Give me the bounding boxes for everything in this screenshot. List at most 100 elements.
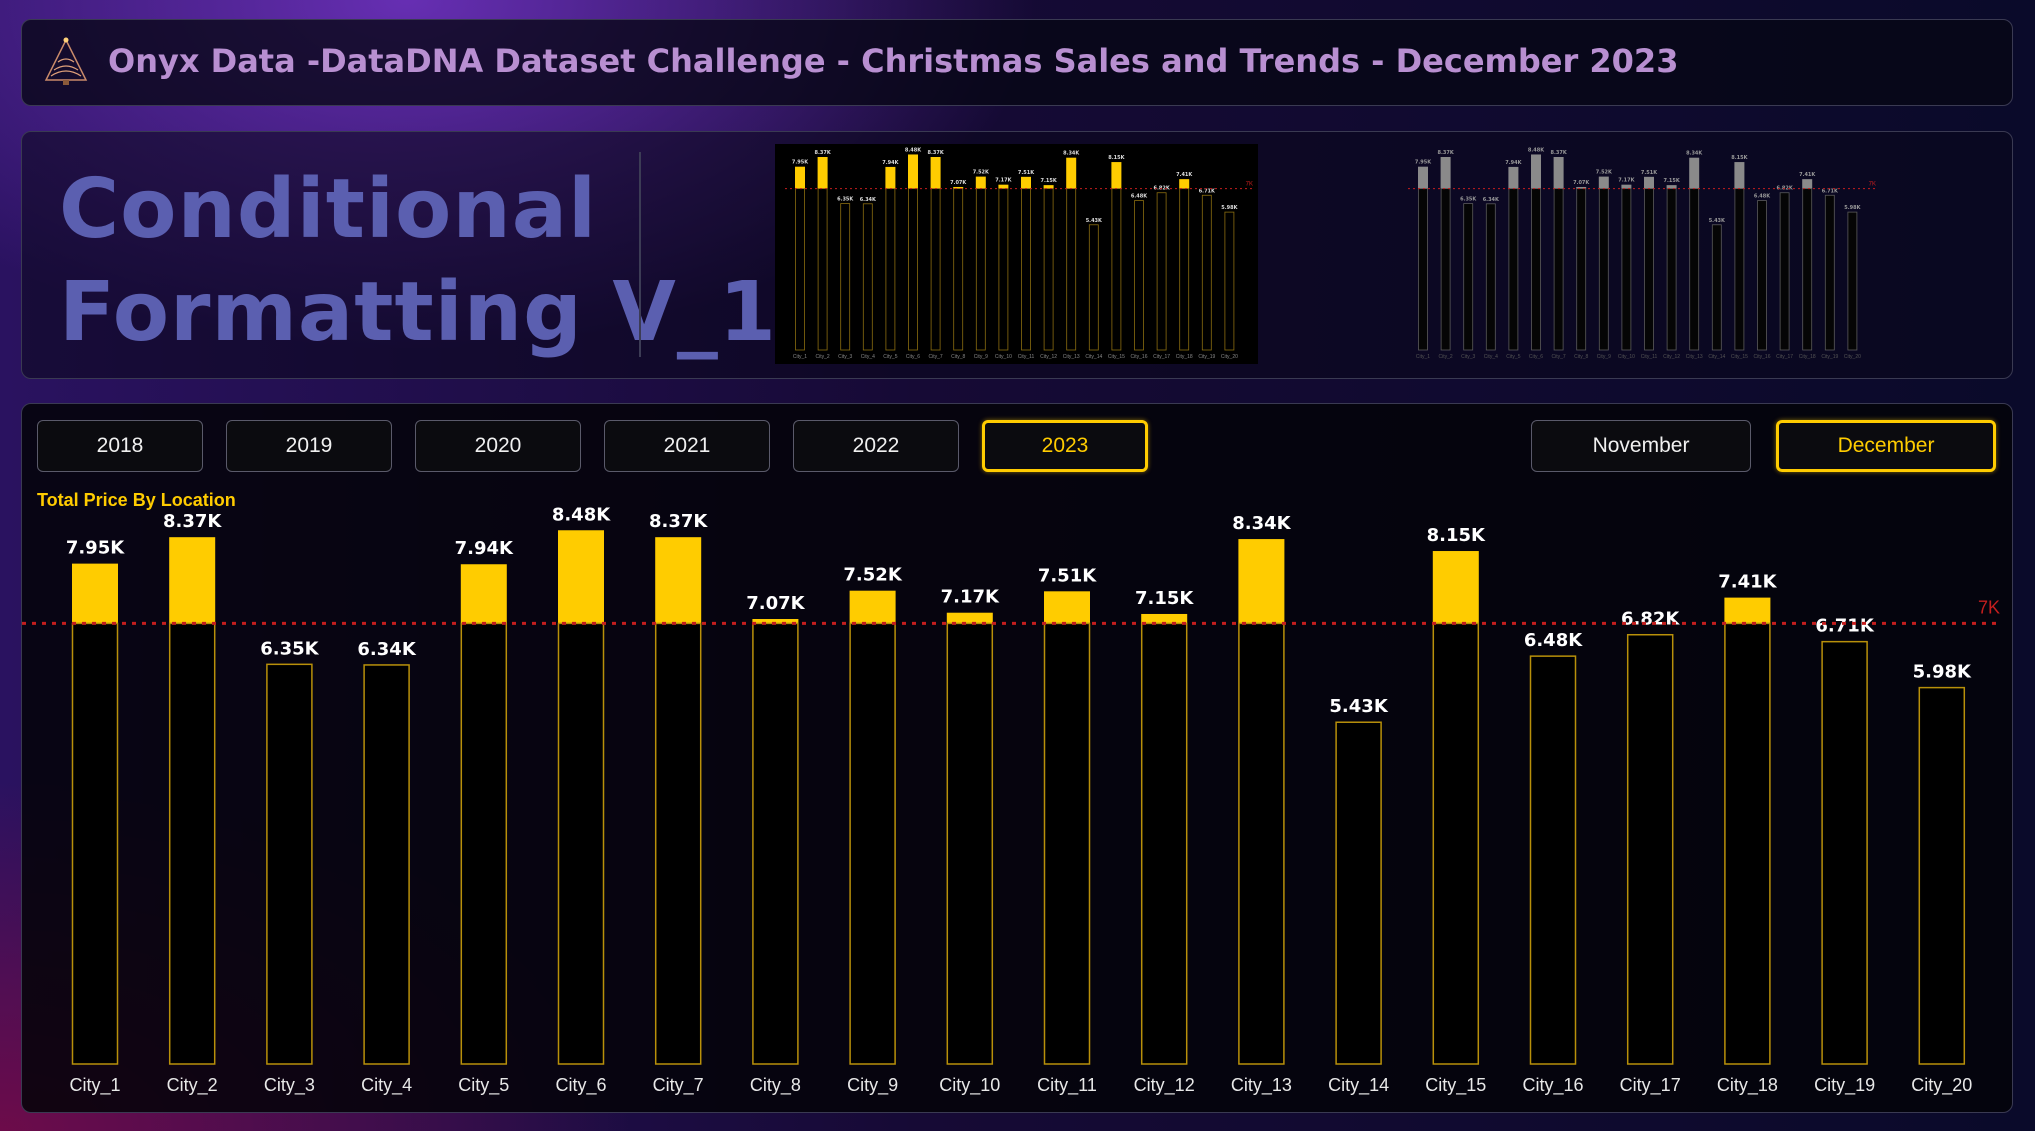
bar-above-threshold[interactable] — [1802, 179, 1813, 189]
bar-below-threshold[interactable] — [168, 622, 216, 1065]
bar[interactable] — [1485, 203, 1496, 351]
bar-above-threshold[interactable] — [1621, 184, 1632, 189]
bar-above-threshold[interactable] — [752, 619, 799, 624]
bar-below-threshold[interactable] — [946, 622, 994, 1065]
bar-above-threshold[interactable] — [817, 156, 828, 189]
bar-above-threshold[interactable] — [975, 176, 986, 189]
bar-below-threshold[interactable] — [1576, 188, 1587, 351]
bar-above-threshold[interactable] — [655, 537, 702, 624]
bar-above-threshold[interactable] — [1724, 597, 1771, 624]
bar-below-threshold[interactable] — [1066, 188, 1077, 351]
bar[interactable] — [862, 203, 873, 351]
bar[interactable] — [1918, 686, 1966, 1065]
bar-below-threshold[interactable] — [908, 188, 918, 351]
bar[interactable] — [1626, 633, 1674, 1065]
bar[interactable] — [1847, 211, 1858, 351]
bar-below-threshold[interactable] — [1666, 188, 1677, 351]
bar[interactable] — [1335, 721, 1382, 1065]
bar-below-threshold[interactable] — [71, 622, 119, 1065]
bar-below-threshold[interactable] — [998, 188, 1009, 351]
bar-below-threshold[interactable] — [1724, 622, 1771, 1065]
bar-above-threshold[interactable] — [1043, 185, 1054, 189]
year-button-2019[interactable]: 2019 — [226, 420, 392, 472]
bar-above-threshold[interactable] — [1666, 185, 1677, 189]
bar[interactable] — [840, 203, 851, 351]
bar-below-threshold[interactable] — [1043, 622, 1091, 1065]
bar-above-threshold[interactable] — [1418, 166, 1428, 189]
month-button-november[interactable]: November — [1531, 420, 1751, 472]
bar-below-threshold[interactable] — [1238, 622, 1285, 1065]
bar-above-threshold[interactable] — [1576, 186, 1587, 189]
bar-above-threshold[interactable] — [1066, 157, 1077, 189]
bar[interactable] — [1201, 194, 1212, 351]
bar[interactable] — [1711, 224, 1722, 351]
year-button-2021[interactable]: 2021 — [604, 420, 770, 472]
bar-below-threshold[interactable] — [1531, 188, 1541, 351]
bar[interactable] — [1224, 211, 1235, 351]
bar-below-threshold[interactable] — [817, 188, 828, 351]
bar-above-threshold[interactable] — [460, 564, 507, 624]
bar-above-threshold[interactable] — [1734, 162, 1745, 189]
bar-below-threshold[interactable] — [1021, 188, 1031, 351]
bar[interactable] — [266, 663, 313, 1065]
bar-above-threshold[interactable] — [908, 154, 918, 189]
bar-above-threshold[interactable] — [1111, 162, 1122, 189]
bar-below-threshold[interactable] — [1734, 188, 1745, 351]
bar-above-threshold[interactable] — [1044, 591, 1090, 624]
bar-below-threshold[interactable] — [1802, 188, 1813, 351]
bar-above-threshold[interactable] — [1141, 613, 1188, 624]
bar-below-threshold[interactable] — [1621, 188, 1632, 351]
bar-below-threshold[interactable] — [557, 622, 605, 1065]
bar-below-threshold[interactable] — [1418, 188, 1428, 351]
bar-below-threshold[interactable] — [1689, 188, 1700, 351]
bar-below-threshold[interactable] — [1598, 188, 1609, 351]
bar[interactable] — [1088, 224, 1099, 351]
bar-above-threshold[interactable] — [72, 563, 118, 624]
bar-below-threshold[interactable] — [654, 622, 702, 1065]
bar[interactable] — [363, 664, 410, 1065]
bar-above-threshold[interactable] — [1179, 179, 1190, 189]
bar-above-threshold[interactable] — [1432, 551, 1479, 624]
bar[interactable] — [1824, 194, 1835, 351]
bar-below-threshold[interactable] — [1432, 622, 1480, 1065]
year-button-2018[interactable]: 2018 — [37, 420, 203, 472]
bar-above-threshold[interactable] — [1508, 166, 1519, 189]
bar-above-threshold[interactable] — [953, 186, 964, 189]
bar-below-threshold[interactable] — [1508, 188, 1519, 351]
bar-below-threshold[interactable] — [1043, 188, 1054, 351]
bar-below-threshold[interactable] — [752, 622, 799, 1065]
bar-above-threshold[interactable] — [1531, 154, 1541, 189]
bar-below-threshold[interactable] — [1644, 188, 1654, 351]
bar-below-threshold[interactable] — [930, 188, 941, 351]
bar-below-threshold[interactable] — [1553, 188, 1564, 351]
bar[interactable] — [1134, 200, 1144, 351]
bar-above-threshold[interactable] — [1553, 156, 1564, 189]
bar-below-threshold[interactable] — [795, 188, 805, 351]
year-button-2020[interactable]: 2020 — [415, 420, 581, 472]
bar-above-threshold[interactable] — [795, 166, 805, 189]
month-button-december[interactable]: December — [1776, 420, 1996, 472]
year-button-2023[interactable]: 2023 — [982, 420, 1148, 472]
bar-below-threshold[interactable] — [1140, 622, 1188, 1065]
bar-above-threshold[interactable] — [885, 166, 896, 189]
bar-below-threshold[interactable] — [849, 622, 896, 1065]
bar-above-threshold[interactable] — [946, 612, 993, 624]
bar[interactable] — [1156, 192, 1167, 351]
bar[interactable] — [1529, 655, 1577, 1065]
bar[interactable] — [1757, 200, 1767, 351]
bar-below-threshold[interactable] — [975, 188, 986, 351]
bar-below-threshold[interactable] — [1179, 188, 1190, 351]
bar-below-threshold[interactable] — [1111, 188, 1122, 351]
bar-below-threshold[interactable] — [885, 188, 896, 351]
bar-above-threshold[interactable] — [1238, 539, 1285, 624]
bar-above-threshold[interactable] — [1689, 157, 1700, 189]
bar[interactable] — [1821, 640, 1868, 1065]
bar-above-threshold[interactable] — [1598, 176, 1609, 189]
bar-above-threshold[interactable] — [998, 184, 1009, 189]
bar-above-threshold[interactable] — [169, 537, 216, 624]
bar-below-threshold[interactable] — [953, 188, 964, 351]
bar-below-threshold[interactable] — [460, 622, 508, 1065]
year-button-2022[interactable]: 2022 — [793, 420, 959, 472]
bar-above-threshold[interactable] — [558, 530, 604, 624]
bar-above-threshold[interactable] — [849, 590, 896, 624]
